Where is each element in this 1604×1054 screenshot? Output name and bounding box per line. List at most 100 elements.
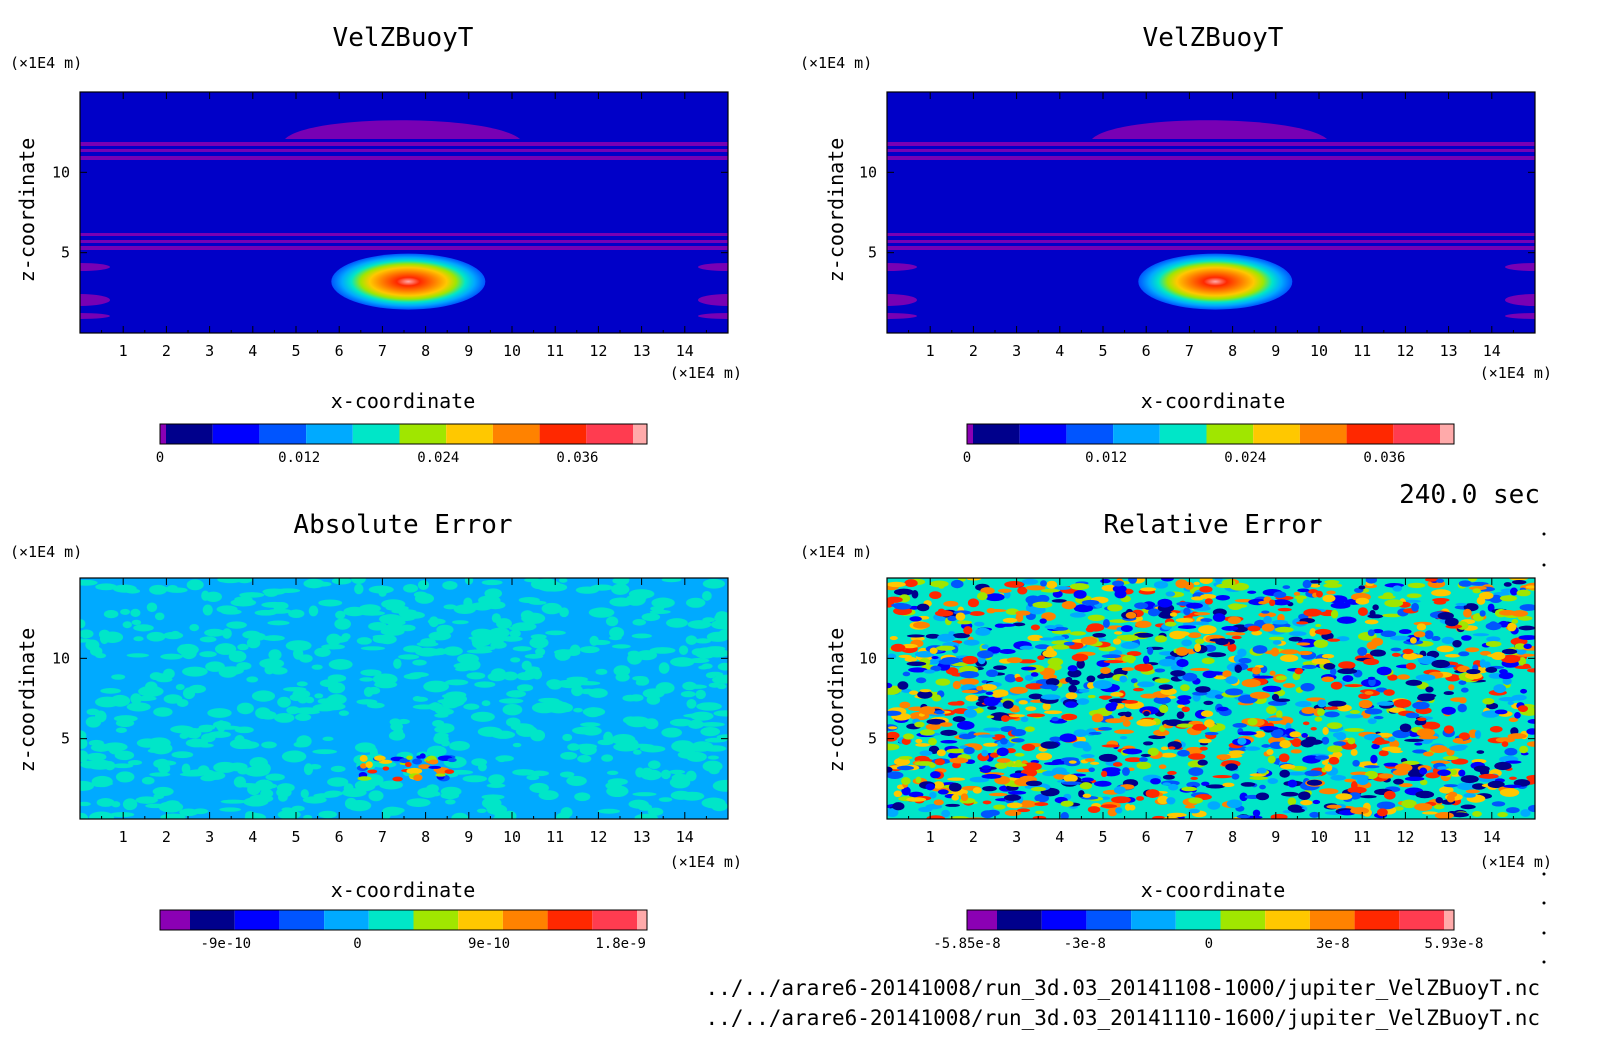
noise-patch [1000, 715, 1010, 722]
noise-patch [696, 702, 722, 711]
noise-patch [1478, 773, 1499, 779]
noise-patch [1019, 645, 1034, 650]
noise-patch [1130, 678, 1138, 684]
noise-patch [640, 767, 654, 780]
noise-patch [1444, 617, 1459, 627]
noise-patch [1333, 741, 1347, 746]
noise-patch [1442, 755, 1459, 761]
noise-patch [1479, 659, 1487, 668]
colorbar-tick-label: 0 [156, 450, 164, 466]
colorbar-tick-label: 1.8e-9 [595, 936, 646, 952]
noise-patch [1024, 726, 1035, 732]
noise-patch [1457, 703, 1467, 713]
noise-patch [1222, 670, 1232, 678]
noise-patch [1415, 674, 1436, 681]
noise-patch [440, 786, 462, 797]
noise-patch [1009, 686, 1028, 694]
noise-patch [1498, 672, 1514, 680]
colorbar-tick-label: 0 [353, 936, 361, 952]
colorbar-swatch [1175, 910, 1221, 930]
x-tick-label: 8 [1228, 828, 1237, 846]
noise-patch [1251, 630, 1263, 636]
noise-patch [1479, 650, 1492, 656]
noise-patch [320, 702, 346, 711]
noise-patch [925, 633, 940, 639]
noise-patch [928, 737, 937, 746]
noise-patch [1294, 667, 1304, 675]
noise-patch [451, 812, 469, 819]
noise-patch [1499, 788, 1520, 797]
noise-patch [423, 680, 449, 693]
noise-patch [1247, 625, 1261, 632]
noise-patch [462, 775, 487, 783]
noise-patch [469, 602, 493, 611]
noise-patch [1269, 670, 1276, 676]
noise-patch [1040, 588, 1060, 593]
noise-patch [609, 626, 625, 639]
colorbar-swatch [1041, 910, 1087, 930]
y-tick-label: 5 [61, 244, 70, 262]
noise-patch [1021, 578, 1039, 585]
noise-patch [670, 657, 695, 667]
noise-patch [1153, 729, 1170, 737]
error-blob [365, 761, 373, 769]
noise-patch [1350, 749, 1358, 756]
noise-patch [471, 758, 488, 766]
x-tick-label: 14 [1483, 342, 1501, 360]
noise-patch [931, 694, 942, 702]
noise-patch [1380, 630, 1397, 638]
error-blob [406, 767, 423, 775]
noise-patch [980, 810, 995, 819]
noise-patch [1004, 674, 1017, 683]
noise-patch [261, 741, 277, 749]
noise-patch [963, 639, 980, 646]
noise-patch [1441, 636, 1455, 645]
noise-patch [434, 732, 449, 738]
noise-patch [1479, 610, 1486, 617]
noise-patch [185, 738, 209, 748]
noise-patch [1321, 676, 1335, 683]
noise-patch [328, 659, 353, 670]
noise-patch [154, 612, 165, 621]
noise-patch [229, 738, 253, 750]
noise-patch [1200, 594, 1217, 600]
error-blob [412, 758, 423, 765]
colorbar-swatch [324, 910, 369, 930]
noise-patch [1389, 739, 1400, 749]
noise-patch [1261, 610, 1270, 614]
noise-patch [890, 643, 906, 652]
noise-patch [1100, 695, 1111, 700]
noise-patch [1221, 579, 1236, 587]
noise-patch [1089, 761, 1100, 765]
noise-patch [1114, 729, 1134, 735]
noise-patch [442, 700, 459, 709]
noise-patch [1199, 746, 1208, 751]
x-tick-label: 6 [1142, 828, 1151, 846]
noise-patch [205, 661, 225, 672]
noise-patch [1293, 591, 1301, 596]
x-axis-label: x-coordinate [1141, 389, 1286, 413]
noise-patch [268, 649, 282, 661]
noise-patch [982, 800, 992, 805]
noise-patch [1279, 739, 1291, 749]
colorbar-swatch [458, 910, 503, 930]
noise-patch [354, 583, 364, 595]
noise-patch [277, 809, 301, 819]
noise-patch [629, 743, 654, 748]
colorbar-swatch [160, 910, 190, 930]
noise-patch [182, 687, 196, 700]
noise-patch [1351, 774, 1369, 780]
noise-patch [1084, 758, 1096, 762]
noise-patch [915, 743, 931, 747]
noise-patch [1030, 672, 1039, 677]
noise-patch [1154, 635, 1168, 643]
noise-patch [1527, 668, 1535, 673]
noise-patch [930, 771, 941, 779]
colorbar [966, 423, 1455, 445]
noise-patch [1087, 681, 1095, 689]
noise-patch [687, 620, 712, 629]
noise-patch [1167, 770, 1177, 775]
noise-patch [100, 687, 121, 694]
noise-patch [1067, 665, 1078, 672]
noise-patch [1183, 607, 1191, 616]
